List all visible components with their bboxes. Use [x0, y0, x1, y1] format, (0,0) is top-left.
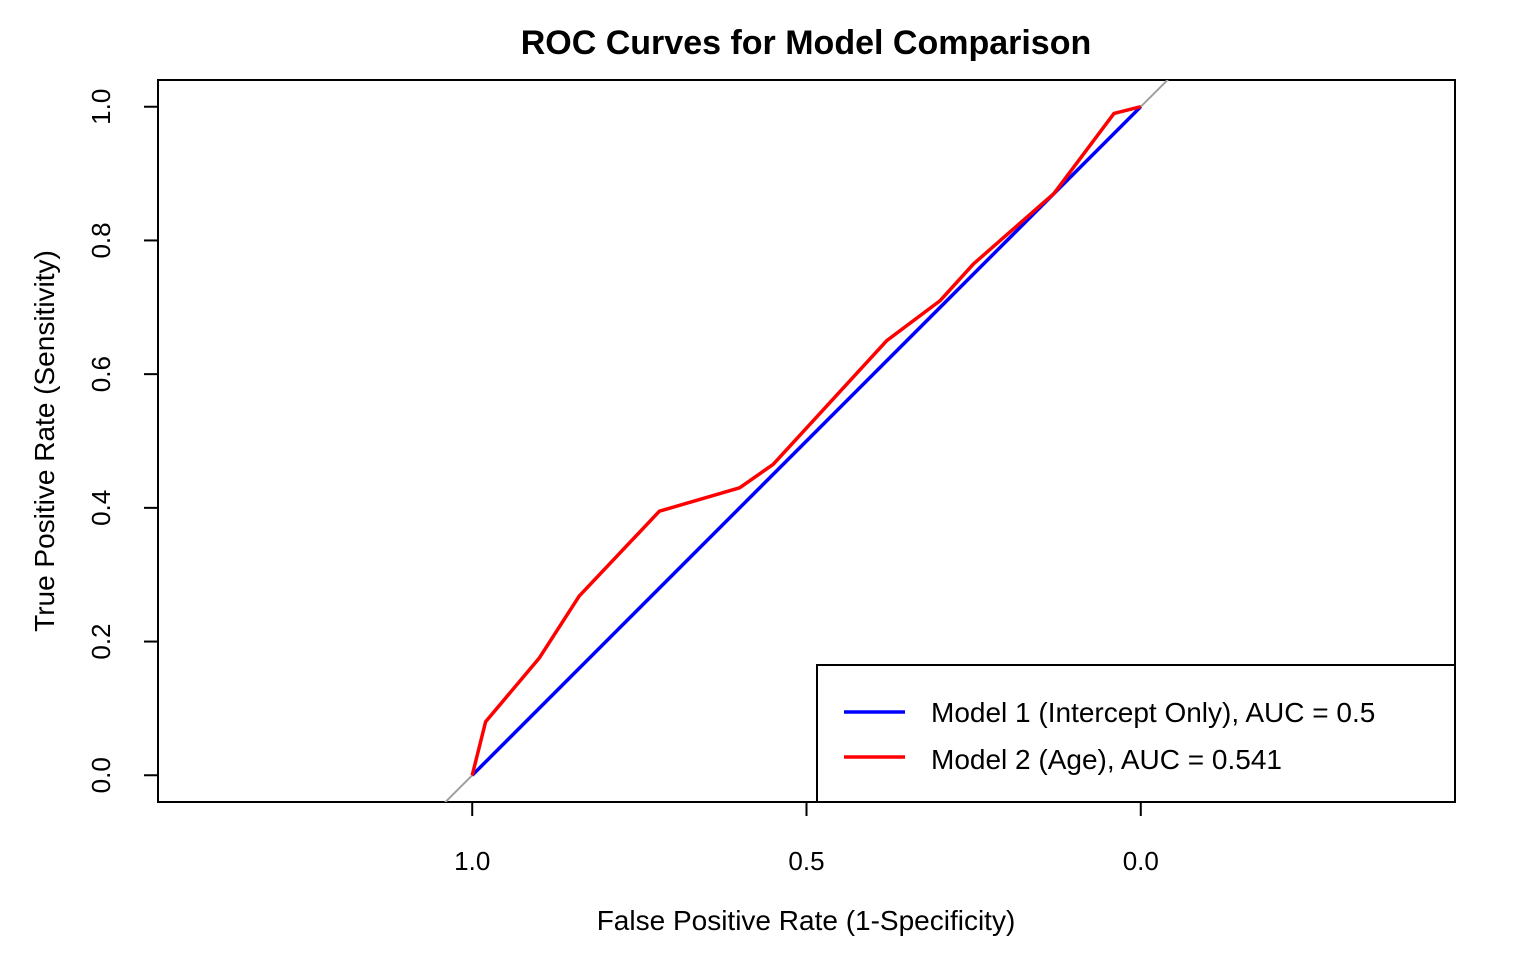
legend-label-model-2: Model 2 (Age), AUC = 0.541 — [931, 744, 1282, 775]
legend-label-model-1: Model 1 (Intercept Only), AUC = 0.5 — [931, 697, 1375, 728]
legend-box — [816, 664, 1456, 803]
legend: Model 1 (Intercept Only), AUC = 0.5 Mode… — [816, 664, 1456, 803]
x-axis-label: False Positive Rate (1-Specificity) — [597, 905, 1016, 936]
y-axis: 0.0 0.2 0.4 0.6 0.8 1.0 — [86, 89, 159, 793]
y-axis-label: True Positive Rate (Sensitivity) — [29, 250, 60, 632]
x-axis: 1.0 0.5 0.0 — [454, 801, 1159, 876]
y-tick-label: 0.0 — [86, 757, 116, 793]
y-tick-label: 0.4 — [86, 490, 116, 526]
series-line-model-2 — [470, 105, 1142, 776]
series-layer — [470, 105, 1143, 777]
x-tick-label: 0.5 — [788, 846, 824, 876]
x-tick-label: 0.0 — [1123, 846, 1159, 876]
y-tick-label: 0.6 — [86, 356, 116, 392]
series-line-model-1 — [470, 105, 1143, 777]
x-tick-label: 1.0 — [454, 846, 490, 876]
chart-title: ROC Curves for Model Comparison — [521, 24, 1092, 62]
y-tick-label: 1.0 — [86, 89, 116, 125]
y-tick-label: 0.2 — [86, 623, 116, 659]
y-tick-label: 0.8 — [86, 222, 116, 258]
